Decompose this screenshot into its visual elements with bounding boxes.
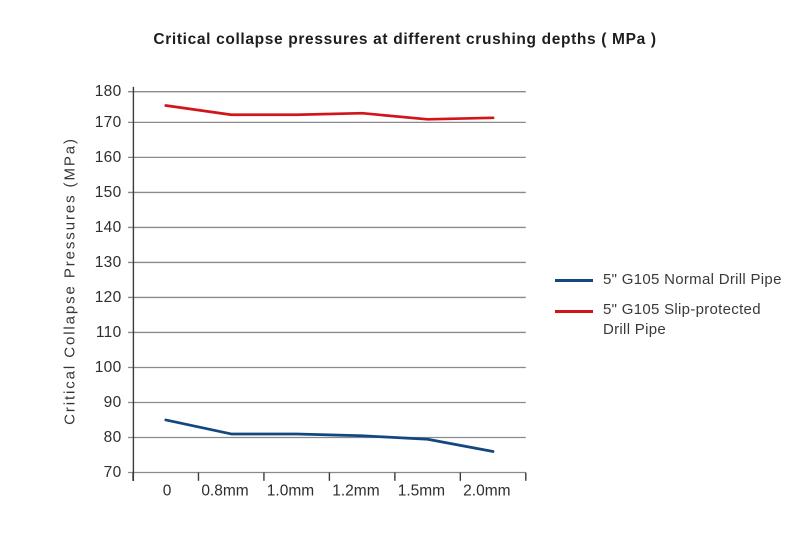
- y-tick-label-150: 150: [95, 184, 122, 201]
- series-line-1: [164, 104, 495, 121]
- y-tick-label-90: 90: [104, 394, 122, 411]
- x-tick-label-3: 1.2mm: [332, 483, 379, 500]
- y-tick-label-120: 120: [95, 289, 122, 306]
- y-tick-label-80: 80: [104, 429, 122, 446]
- y-tick-label-160: 160: [95, 149, 122, 166]
- x-tick-label-5: 2.0mm: [463, 483, 510, 500]
- x-tick-label-0: 0: [163, 483, 172, 500]
- x-tick-label-2: 1.0mm: [267, 483, 314, 500]
- chart-title: Critical collapse pressures at different…: [153, 31, 657, 48]
- y-tick-label-130: 130: [95, 254, 122, 271]
- series-line-0: [164, 418, 495, 453]
- y-tick-label-170: 170: [95, 114, 122, 131]
- y-tick-label-110: 110: [96, 324, 122, 341]
- x-tick-label-1: 0.8mm: [201, 483, 248, 500]
- x-tick-label-4: 1.5mm: [398, 483, 445, 500]
- y-tick-label-70: 70: [104, 464, 122, 481]
- y-tick-label-100: 100: [95, 359, 122, 376]
- y-tick-label-140: 140: [95, 219, 122, 236]
- y-tick-label-180: 180: [95, 83, 122, 100]
